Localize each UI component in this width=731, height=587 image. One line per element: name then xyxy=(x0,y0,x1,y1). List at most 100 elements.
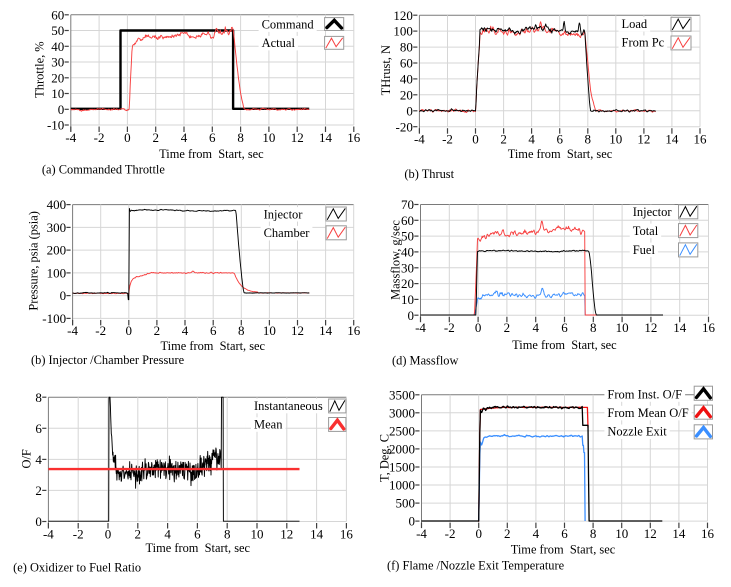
svg-text:O/F: O/F xyxy=(19,449,33,468)
svg-text:Load: Load xyxy=(622,17,648,31)
svg-text:2: 2 xyxy=(504,526,511,541)
svg-text:2: 2 xyxy=(500,132,507,147)
svg-text:20: 20 xyxy=(400,87,413,102)
svg-text:40: 40 xyxy=(400,72,413,87)
svg-text:(a) Commanded Throttle: (a) Commanded Throttle xyxy=(42,162,165,176)
svg-text:200: 200 xyxy=(47,243,67,258)
svg-text:Nozzle Exit: Nozzle Exit xyxy=(607,425,667,439)
svg-text:-20: -20 xyxy=(396,119,413,134)
svg-text:Time from Start, sec: Time from Start, sec xyxy=(161,339,266,353)
svg-text:20: 20 xyxy=(401,276,414,291)
svg-text:80: 80 xyxy=(400,40,413,55)
svg-text:14: 14 xyxy=(672,526,686,541)
svg-text:-10: -10 xyxy=(47,118,64,133)
svg-text:3000: 3000 xyxy=(389,405,415,420)
svg-text:6: 6 xyxy=(194,526,201,541)
svg-text:4: 4 xyxy=(164,526,171,541)
svg-text:Mean: Mean xyxy=(254,418,283,432)
svg-text:30: 30 xyxy=(401,260,414,275)
svg-text:Time from Start, sec: Time from Start, sec xyxy=(146,541,251,555)
svg-text:-2: -2 xyxy=(95,323,106,338)
svg-text:Total: Total xyxy=(633,224,659,238)
svg-text:(e) Oxidizer to Fuel Ratio: (e) Oxidizer to Fuel Ratio xyxy=(13,561,141,575)
svg-text:4: 4 xyxy=(528,132,535,147)
svg-text:Actual: Actual xyxy=(262,36,296,50)
svg-text:10: 10 xyxy=(615,526,628,541)
svg-text:0: 0 xyxy=(126,323,133,338)
svg-text:60: 60 xyxy=(400,56,413,71)
svg-text:4: 4 xyxy=(532,320,539,335)
svg-text:-4: -4 xyxy=(414,132,425,147)
svg-text:-4: -4 xyxy=(43,526,54,541)
svg-text:Time from Start, sec: Time from Start, sec xyxy=(159,147,264,161)
svg-text:From Pc: From Pc xyxy=(622,36,665,50)
svg-text:6: 6 xyxy=(210,323,217,338)
svg-text:50: 50 xyxy=(401,229,414,244)
svg-text:THrust, N: THrust, N xyxy=(379,45,393,95)
svg-text:-4: -4 xyxy=(415,320,426,335)
svg-text:2: 2 xyxy=(35,483,42,498)
svg-text:16: 16 xyxy=(347,130,361,145)
svg-text:1000: 1000 xyxy=(389,478,415,493)
svg-text:T, Deg. C: T, Deg. C xyxy=(377,434,391,482)
svg-text:4: 4 xyxy=(533,526,540,541)
svg-text:14: 14 xyxy=(319,323,333,338)
svg-text:16: 16 xyxy=(702,320,716,335)
svg-text:Time from Start, sec: Time from Start, sec xyxy=(508,147,613,161)
svg-text:6: 6 xyxy=(561,320,568,335)
svg-text:10: 10 xyxy=(401,292,414,307)
svg-text:8: 8 xyxy=(590,526,597,541)
svg-text:10: 10 xyxy=(616,320,629,335)
svg-text:6: 6 xyxy=(209,130,216,145)
svg-text:10: 10 xyxy=(263,323,276,338)
svg-text:30: 30 xyxy=(51,55,64,70)
svg-text:2500: 2500 xyxy=(389,424,415,439)
svg-text:60: 60 xyxy=(401,213,414,228)
svg-text:Command: Command xyxy=(262,18,315,32)
svg-text:0: 0 xyxy=(124,130,131,145)
svg-text:2: 2 xyxy=(504,320,511,335)
svg-text:8: 8 xyxy=(585,132,592,147)
svg-text:40: 40 xyxy=(401,245,414,260)
svg-text:14: 14 xyxy=(319,130,333,145)
svg-text:100: 100 xyxy=(47,266,67,281)
svg-text:2: 2 xyxy=(152,130,159,145)
svg-text:Pressure, psia (psia): Pressure, psia (psia) xyxy=(27,211,41,310)
svg-text:Time from Start, sec: Time from Start, sec xyxy=(512,338,617,352)
svg-text:0: 0 xyxy=(409,514,416,529)
svg-text:20: 20 xyxy=(51,70,64,85)
svg-text:4: 4 xyxy=(35,452,42,467)
svg-text:0: 0 xyxy=(58,102,65,117)
svg-text:-2: -2 xyxy=(444,320,455,335)
svg-text:120: 120 xyxy=(393,8,413,23)
svg-text:6: 6 xyxy=(35,421,42,436)
svg-text:50: 50 xyxy=(51,23,64,38)
svg-text:0: 0 xyxy=(472,132,479,147)
svg-text:8: 8 xyxy=(35,390,42,405)
svg-text:-100: -100 xyxy=(42,311,66,326)
svg-text:12: 12 xyxy=(644,526,657,541)
svg-text:4: 4 xyxy=(182,323,189,338)
svg-text:4: 4 xyxy=(181,130,188,145)
svg-text:(d) Massflow: (d) Massflow xyxy=(392,354,458,368)
svg-text:10: 10 xyxy=(609,132,622,147)
svg-text:-2: -2 xyxy=(442,132,453,147)
svg-text:12: 12 xyxy=(280,526,293,541)
svg-text:300: 300 xyxy=(47,220,67,235)
svg-text:From Mean O/F: From Mean O/F xyxy=(607,406,688,420)
svg-text:400: 400 xyxy=(47,197,67,212)
svg-text:100: 100 xyxy=(393,24,413,39)
svg-text:16: 16 xyxy=(347,323,361,338)
svg-text:70: 70 xyxy=(401,197,414,212)
svg-text:8: 8 xyxy=(224,526,231,541)
svg-text:0: 0 xyxy=(406,103,413,118)
svg-text:-2: -2 xyxy=(94,130,105,145)
svg-text:Fuel: Fuel xyxy=(633,243,656,257)
svg-text:2000: 2000 xyxy=(389,442,415,457)
svg-text:500: 500 xyxy=(396,496,416,511)
svg-text:6: 6 xyxy=(561,526,568,541)
svg-text:10: 10 xyxy=(251,526,264,541)
svg-text:Massflow, g/sec: Massflow, g/sec xyxy=(389,220,403,300)
svg-text:(b) Thrust: (b) Thrust xyxy=(404,167,454,181)
svg-text:14: 14 xyxy=(673,320,687,335)
